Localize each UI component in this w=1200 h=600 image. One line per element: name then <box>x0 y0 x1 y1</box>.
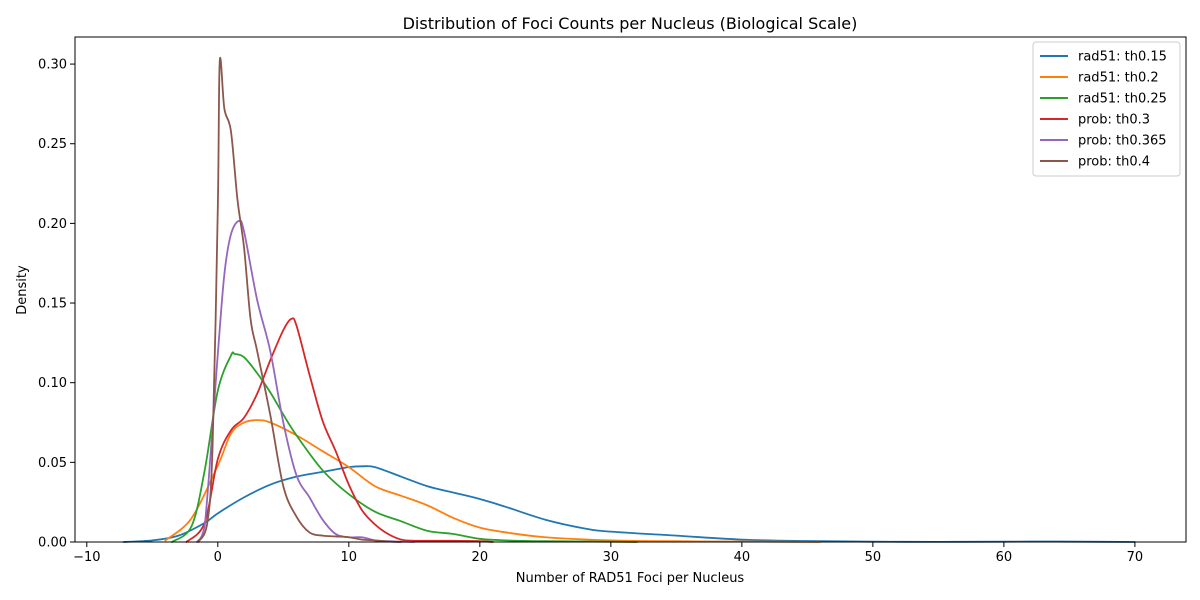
x-tick-label: 30 <box>603 550 620 565</box>
series-line-3 <box>171 351 638 543</box>
y-axis: 0.00 0.05 0.10 0.15 0.20 0.25 0.30 <box>38 58 75 551</box>
x-tick-label: 20 <box>472 550 489 565</box>
y-tick-label: 0.10 <box>38 376 67 391</box>
x-tick-label: 0 <box>214 550 222 565</box>
legend-label: rad51: th0.25 <box>1078 92 1167 107</box>
plot-frame <box>74 36 1187 543</box>
x-tick-label: 50 <box>865 550 882 565</box>
legend-label: rad51: th0.15 <box>1078 50 1167 65</box>
y-tick-label: 0.05 <box>38 456 67 471</box>
x-tick-label: 40 <box>734 550 751 565</box>
legend-label: prob: th0.365 <box>1078 134 1167 149</box>
legend-box <box>1032 41 1181 177</box>
y-tick-label: 0.30 <box>38 58 67 73</box>
y-axis-label: Density <box>15 265 30 315</box>
legend-label: rad51: th0.2 <box>1078 71 1159 86</box>
x-tick-label: −10 <box>73 550 100 565</box>
x-axis: −10 0 10 20 30 40 50 60 70 <box>73 542 1143 565</box>
legend-label: prob: th0.4 <box>1078 155 1150 170</box>
y-tick-label: 0.20 <box>38 217 67 232</box>
chart-title: Distribution of Foci Counts per Nucleus … <box>403 14 858 33</box>
x-tick-label: 60 <box>996 550 1013 565</box>
series-line-6 <box>197 56 403 543</box>
series-line-2 <box>164 419 822 543</box>
y-tick-label: 0.25 <box>38 137 67 152</box>
legend-label: prob: th0.3 <box>1078 113 1150 128</box>
series-line-5 <box>195 219 416 543</box>
legend: rad51: th0.15 rad51: th0.2 rad51: th0.25 pr… <box>1032 41 1181 177</box>
series-line-1 <box>122 465 1136 543</box>
x-axis-label: Number of RAD51 Foci per Nucleus <box>516 571 745 586</box>
x-tick-label: 70 <box>1127 550 1144 565</box>
series-line-4 <box>185 317 494 543</box>
y-tick-label: 0.15 <box>38 297 67 312</box>
y-tick-label: 0.00 <box>38 536 67 551</box>
x-tick-label: 10 <box>341 550 358 565</box>
